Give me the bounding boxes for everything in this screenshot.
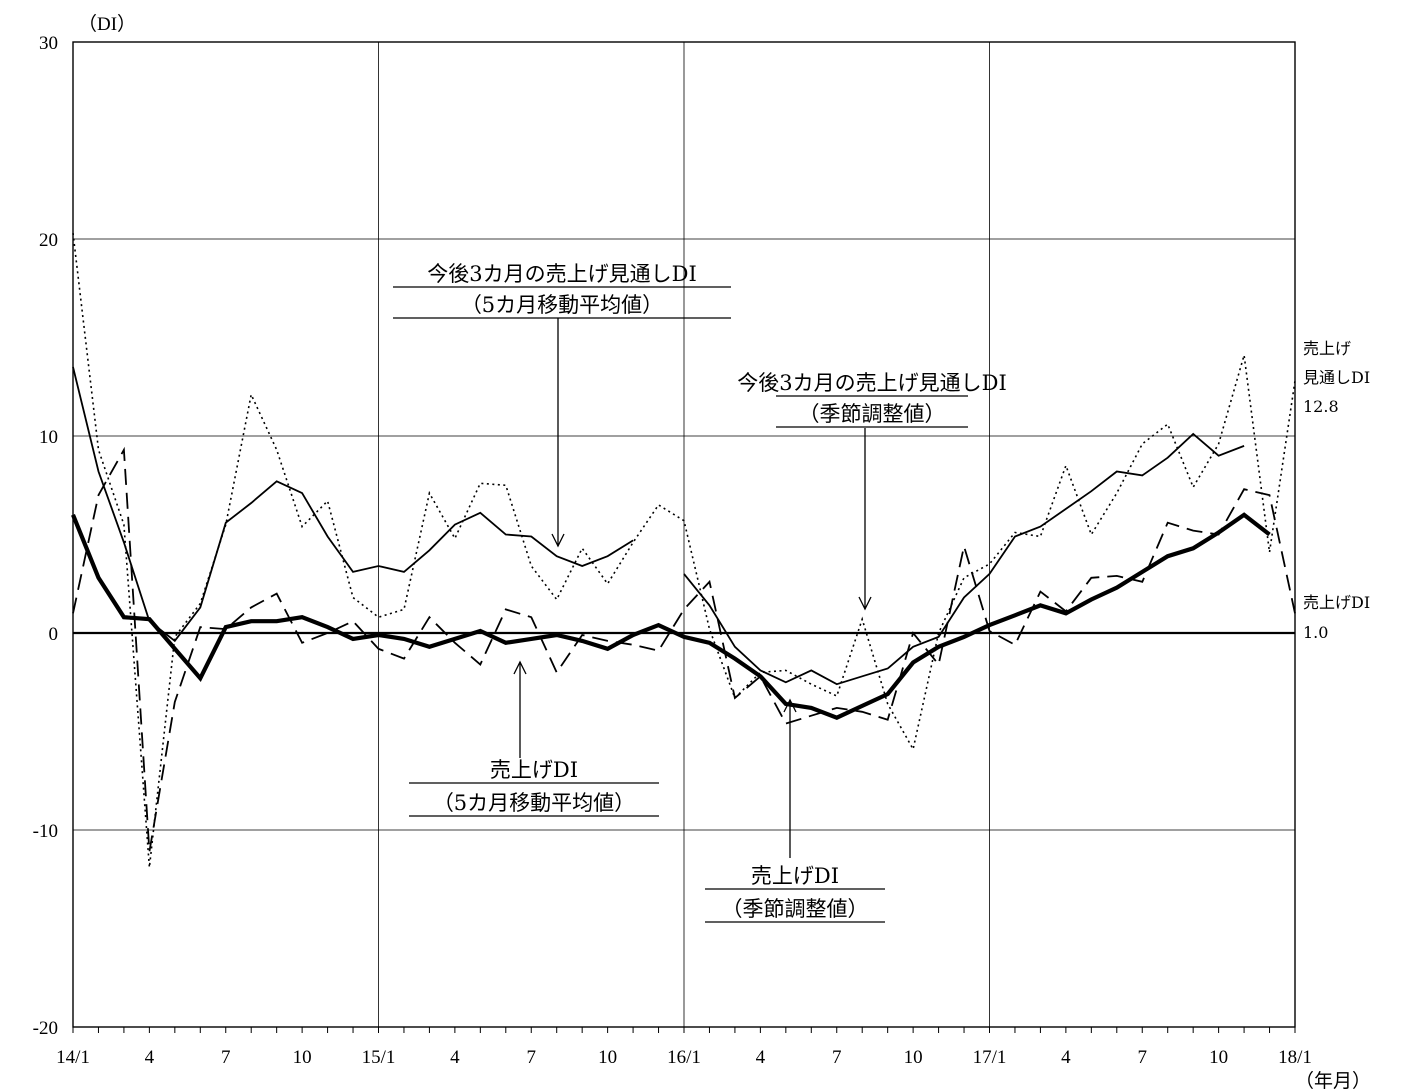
series-lines (71, 233, 1296, 868)
end-label-outlook-value: 12.8 (1303, 397, 1339, 416)
y-tick-label: 30 (39, 33, 58, 54)
annotation-outlook-sa-arrowhead (858, 596, 872, 611)
annotation-sales-sa-arrowhead (783, 698, 797, 713)
x-unit-label: （年月） (1295, 1070, 1371, 1092)
x-tick-label: 4 (145, 1047, 155, 1068)
x-tick-label: 7 (221, 1047, 231, 1068)
x-tick-label: 4 (756, 1047, 766, 1068)
x-tick-label: 10 (1209, 1047, 1228, 1068)
annotation-sales-sa-title: 売上げDI (751, 864, 839, 888)
y-tick-label: 20 (39, 230, 58, 251)
annotation-outlook-sa-title: 今後3カ月の売上げ見通しDI (737, 371, 1007, 395)
x-tick-label: 16/1 (667, 1047, 701, 1068)
x-tick-label: 7 (1138, 1047, 1148, 1068)
series-line-sales_sa (72, 446, 1296, 852)
x-tick-label: 7 (832, 1047, 842, 1068)
series-line-outlook_ma (72, 366, 1245, 686)
tick-labels: 30 20 10 0 -10 -20 （DI） 14/1 4 7 10 15/1 4 7 10 16/1 4 7 1… (33, 13, 1371, 1092)
annotation-sales-ma-subtitle: （5カ月移動平均値） (433, 791, 635, 815)
annotation-sales-ma-arrowhead (513, 660, 527, 675)
x-tick-label: 10 (293, 1047, 312, 1068)
plot-border (72, 41, 1296, 1028)
plot-frame (72, 41, 1296, 1028)
x-tick-label: 15/1 (362, 1047, 396, 1068)
x-tick-label: 10 (904, 1047, 923, 1068)
y-tick-label: 0 (49, 624, 59, 645)
end-label-outlook-name: 売上げ (1303, 339, 1351, 358)
y-tick-label: 10 (39, 427, 58, 448)
x-tick-label: 14/1 (56, 1047, 90, 1068)
x-tick-label: 4 (450, 1047, 460, 1068)
grid-lines (72, 42, 1296, 1033)
annotation-sales-ma-title: 売上げDI (490, 758, 578, 782)
x-tick-label: 10 (598, 1047, 617, 1068)
series-line-outlook_sa (72, 233, 1296, 868)
y-unit-label: （DI） (78, 13, 136, 35)
annotation-outlook-sa-subtitle: （季節調整値） (799, 402, 946, 426)
end-label-sales-name: 売上げDI (1303, 593, 1370, 612)
annotations: 今後3カ月の売上げ見通しDI （5カ月移動平均値） 今後3カ月の売上げ見通しDI （季… (393, 262, 1370, 923)
x-tick-label: 7 (527, 1047, 537, 1068)
x-tick-label: 17/1 (973, 1047, 1007, 1068)
end-label-outlook-name: 見通しDI (1303, 368, 1370, 387)
y-tick-label: -20 (33, 1018, 58, 1039)
annotation-outlook-ma-title: 今後3カ月の売上げ見通しDI (427, 262, 697, 286)
x-tick-label: 4 (1061, 1047, 1071, 1068)
end-label-sales-value: 1.0 (1303, 623, 1328, 642)
annotation-sales-sa-subtitle: （季節調整値） (722, 897, 869, 921)
x-tick-label: 18/1 (1278, 1047, 1312, 1068)
y-tick-label: -10 (33, 821, 58, 842)
annotation-outlook-ma-arrowhead (551, 533, 565, 548)
series-line-sales_ma (71, 512, 1271, 720)
annotation-outlook-ma-subtitle: （5カ月移動平均値） (461, 293, 663, 317)
